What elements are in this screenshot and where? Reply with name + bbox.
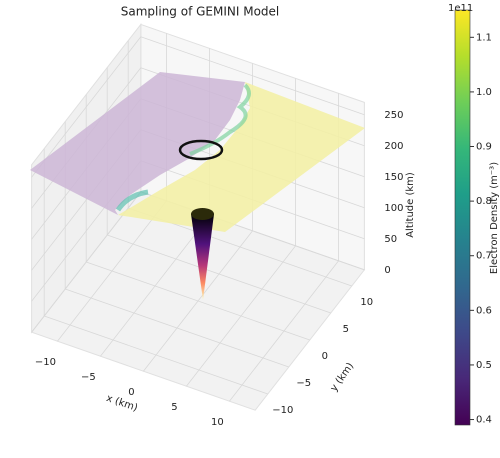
- y-grid-line: [65, 288, 289, 368]
- labels: Sampling of GEMINI Model x (km) y (km) A…: [105, 3, 500, 414]
- z-grid-line: [31, 36, 142, 178]
- colorbar-tick-label: 0.4: [476, 415, 492, 426]
- colorbar: [454, 9, 471, 426]
- y-grid-line: [86, 261, 310, 341]
- z-tick-label: 100: [384, 203, 403, 214]
- sampling-cone: [191, 214, 214, 300]
- y-tick-label: −10: [272, 405, 293, 416]
- y-tick-label: 5: [343, 324, 349, 335]
- colorbar-tick-label: 0.5: [476, 360, 492, 371]
- colorbar-label: Electron Density (m⁻³): [489, 162, 500, 274]
- colorbar-tick-label: 0.7: [476, 251, 492, 262]
- surface-edge: [115, 189, 149, 212]
- z-grid-line: [140, 36, 365, 116]
- colorbar-tick-label: 1.0: [476, 87, 492, 98]
- sampling-ring: [178, 139, 224, 161]
- cone-top: [191, 208, 214, 220]
- z-tick-label: 150: [384, 172, 403, 183]
- y-tick-label: 10: [360, 297, 373, 308]
- colorbar-tick-label: 0.6: [476, 305, 492, 316]
- y-tick-label: 0: [322, 351, 328, 362]
- y-grid-line: [107, 234, 331, 314]
- colorbar-tick-label: 0.9: [476, 142, 492, 153]
- z-axis-label: Altitude (km): [405, 172, 416, 238]
- colorbar-tick-label: 0.8: [476, 196, 492, 207]
- surface: [30, 72, 365, 300]
- z-tick-label: 50: [384, 234, 397, 245]
- x-tick-label: 5: [171, 402, 177, 413]
- z-tick-label: 250: [384, 110, 403, 121]
- colorbar-offset: 1e11: [448, 3, 473, 14]
- surface-high: [118, 82, 365, 232]
- chart-title: Sampling of GEMINI Model: [121, 5, 280, 19]
- y-grid-line: [44, 315, 268, 395]
- x-tick-label: 0: [128, 387, 134, 398]
- z-tick-label: 200: [384, 141, 403, 152]
- x-tick-label: −5: [81, 372, 96, 383]
- y-tick-label: −5: [296, 378, 311, 389]
- y-axis-label: y (km): [329, 361, 357, 394]
- x-tick-label: −10: [35, 357, 56, 368]
- colorbar-tick-label: 1.1: [476, 32, 492, 43]
- surface-low: [30, 72, 245, 215]
- z-tick-label: 0: [384, 265, 390, 276]
- x-tick-label: 10: [211, 417, 224, 428]
